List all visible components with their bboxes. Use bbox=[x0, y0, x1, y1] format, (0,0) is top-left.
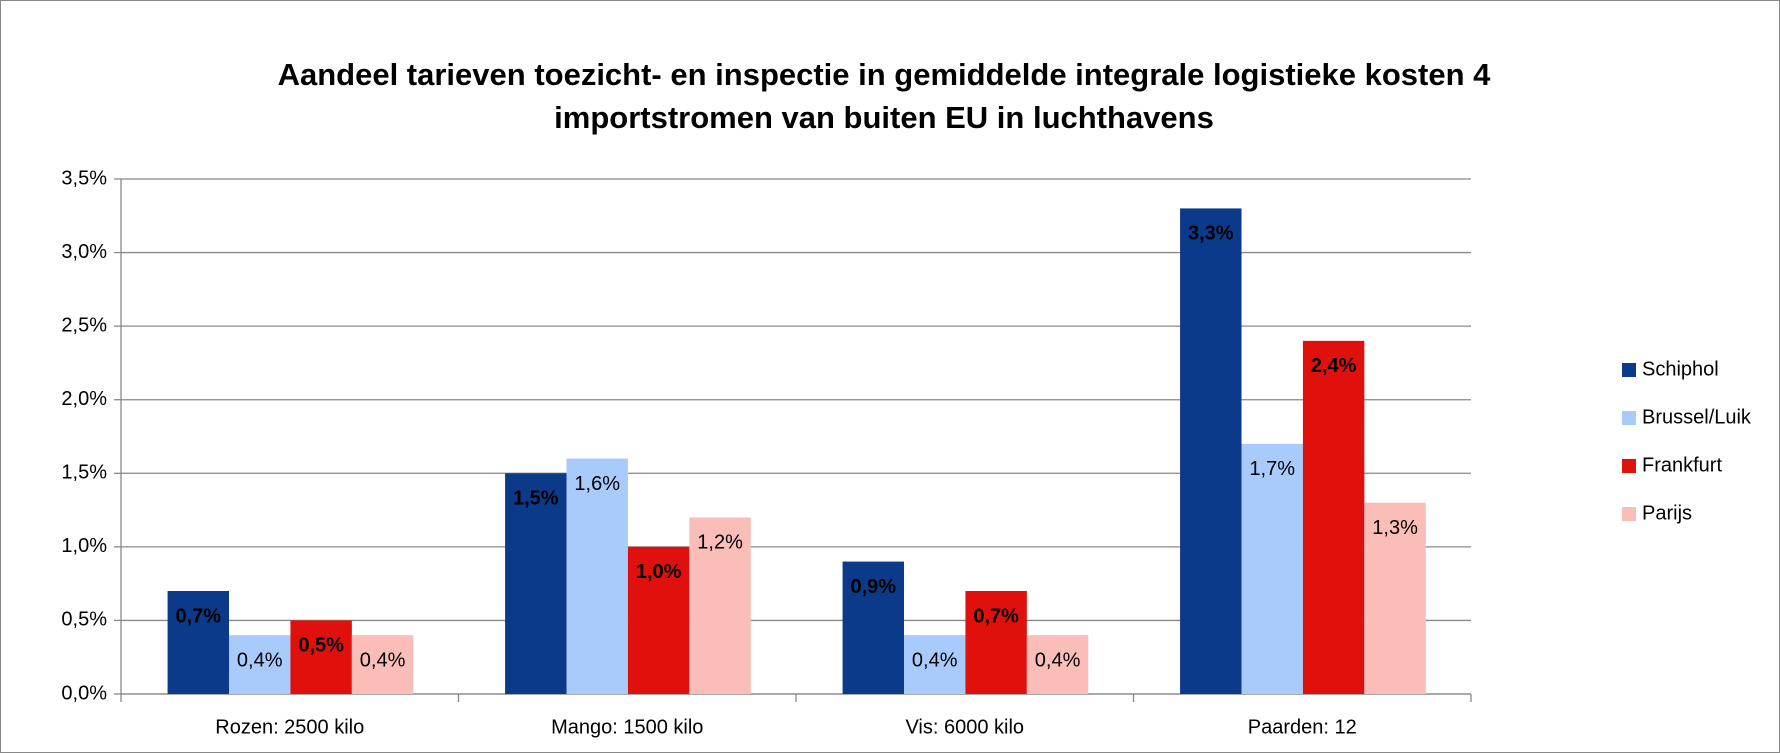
y-tick-label: 3,5% bbox=[61, 167, 107, 189]
data-label: 0,7% bbox=[973, 605, 1019, 627]
chart-title: importstromen van buiten EU in luchthave… bbox=[554, 100, 1214, 135]
data-label: 1,0% bbox=[636, 561, 682, 583]
data-label: 0,4% bbox=[360, 649, 406, 671]
bar bbox=[1180, 208, 1242, 694]
bar bbox=[351, 635, 414, 694]
bar bbox=[505, 473, 567, 694]
legend-label: Brussel/Luik bbox=[1642, 406, 1752, 428]
data-label: 1,3% bbox=[1372, 517, 1418, 539]
legend-swatch bbox=[1622, 363, 1636, 377]
y-tick-label: 1,0% bbox=[61, 535, 107, 557]
legend-swatch bbox=[1622, 459, 1636, 473]
y-tick-label: 2,5% bbox=[61, 314, 107, 336]
bar bbox=[1241, 443, 1303, 694]
y-tick-label: 2,0% bbox=[61, 388, 107, 410]
y-tick-label: 0,5% bbox=[61, 609, 107, 631]
legend-swatch bbox=[1622, 411, 1636, 425]
data-label: 1,6% bbox=[574, 473, 620, 495]
data-label: 2,4% bbox=[1311, 355, 1357, 377]
x-tick-label: Mango: 1500 kilo bbox=[551, 716, 703, 738]
data-label: 3,3% bbox=[1188, 223, 1234, 245]
legend-swatch bbox=[1622, 507, 1636, 521]
bar bbox=[167, 591, 229, 694]
bar bbox=[627, 546, 690, 694]
bar bbox=[1026, 635, 1089, 694]
bar bbox=[965, 591, 1027, 694]
chart-title: Aandeel tarieven toezicht- en inspectie … bbox=[278, 57, 1492, 92]
data-label: 1,7% bbox=[1249, 458, 1295, 480]
y-tick-label: 1,5% bbox=[61, 462, 107, 484]
legend-label: Parijs bbox=[1642, 502, 1692, 524]
bar bbox=[229, 635, 291, 694]
bar bbox=[904, 635, 966, 694]
x-tick-label: Paarden: 12 bbox=[1248, 716, 1357, 738]
bar bbox=[1302, 340, 1365, 694]
data-label: 0,7% bbox=[175, 605, 221, 627]
bar bbox=[566, 458, 628, 694]
data-label: 0,4% bbox=[912, 649, 958, 671]
y-tick-label: 3,0% bbox=[61, 241, 107, 263]
legend-label: Frankfurt bbox=[1642, 454, 1722, 476]
legend-label: Schiphol bbox=[1642, 358, 1719, 380]
data-label: 0,9% bbox=[850, 576, 896, 598]
data-label: 0,4% bbox=[1035, 649, 1081, 671]
bar bbox=[290, 620, 352, 694]
data-label: 0,4% bbox=[237, 649, 283, 671]
data-label: 0,5% bbox=[298, 635, 344, 657]
y-tick-label: 0,0% bbox=[61, 682, 107, 704]
data-label: 1,2% bbox=[697, 532, 743, 554]
bar bbox=[689, 517, 751, 694]
bar bbox=[842, 561, 904, 694]
x-tick-label: Vis: 6000 kilo bbox=[905, 716, 1024, 738]
data-label: 1,5% bbox=[513, 488, 559, 510]
x-tick-label: Rozen: 2500 kilo bbox=[215, 716, 364, 738]
bar bbox=[1364, 502, 1426, 694]
